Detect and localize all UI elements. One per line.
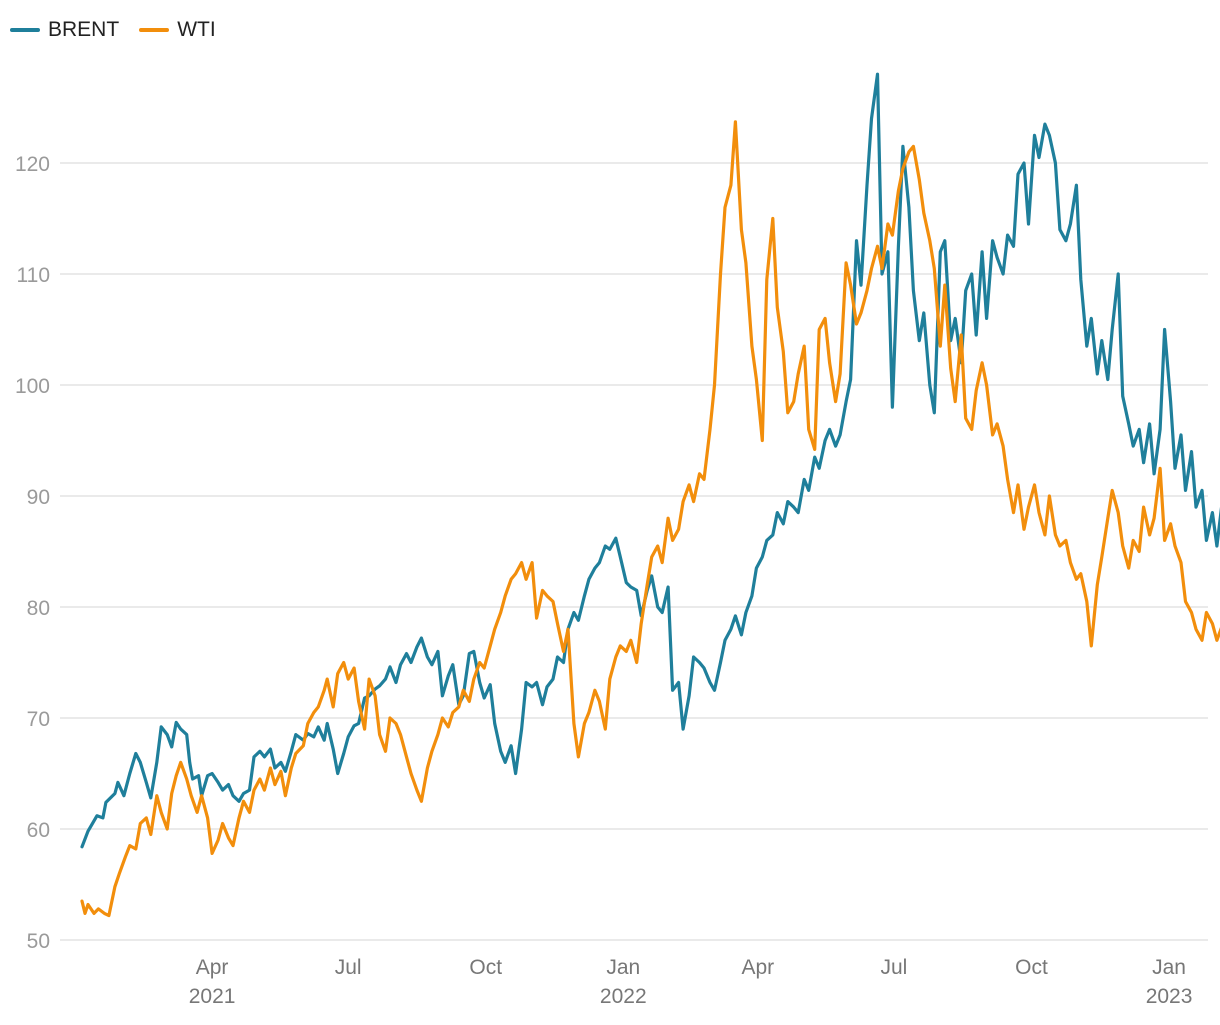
- series-line-brent[interactable]: [80, 72, 1220, 849]
- y-tick-label: 110: [17, 264, 50, 287]
- x-tick-year-label: 2023: [1146, 985, 1193, 1008]
- x-tick-label: Apr: [196, 956, 229, 979]
- y-tick-label: 90: [27, 486, 50, 509]
- legend-item-wti[interactable]: WTI: [139, 18, 216, 42]
- y-tick-label: 80: [27, 597, 50, 620]
- x-tick-label: Jul: [335, 956, 362, 979]
- x-tick-year-label: 2021: [189, 985, 236, 1008]
- x-tick-label: Jan: [606, 956, 640, 979]
- x-tick-year-label: 2022: [600, 985, 647, 1008]
- legend-item-brent[interactable]: BRENT: [10, 18, 119, 42]
- y-tick-label: 50: [27, 930, 50, 953]
- gridlines: [60, 162, 1208, 941]
- y-tick-label: 100: [15, 375, 50, 398]
- y-tick-label: 60: [27, 819, 50, 842]
- legend-label-wti: WTI: [177, 18, 216, 41]
- y-axis: 50 60 70 80 90 100 110 120: [15, 153, 50, 953]
- legend-label-brent: BRENT: [48, 18, 120, 41]
- x-tick-label: Jul: [880, 956, 907, 979]
- series-lines: [80, 72, 1220, 918]
- legend-swatch-brent: [10, 28, 40, 32]
- legend-swatch-wti: [139, 28, 170, 32]
- x-axis: Apr 2021 Jul Oct Jan 2022 Apr Jul Oct Jan 2023: [189, 956, 1193, 1008]
- y-tick-label: 120: [15, 153, 50, 176]
- x-tick-label: Oct: [1015, 956, 1048, 979]
- x-tick-label: Oct: [469, 956, 502, 979]
- series-line-wti[interactable]: [80, 120, 1220, 918]
- x-tick-label: Apr: [742, 956, 775, 979]
- x-tick-label: Jan: [1152, 956, 1186, 979]
- y-tick-label: 70: [27, 708, 50, 731]
- legend: BRENT WTI: [10, 18, 216, 42]
